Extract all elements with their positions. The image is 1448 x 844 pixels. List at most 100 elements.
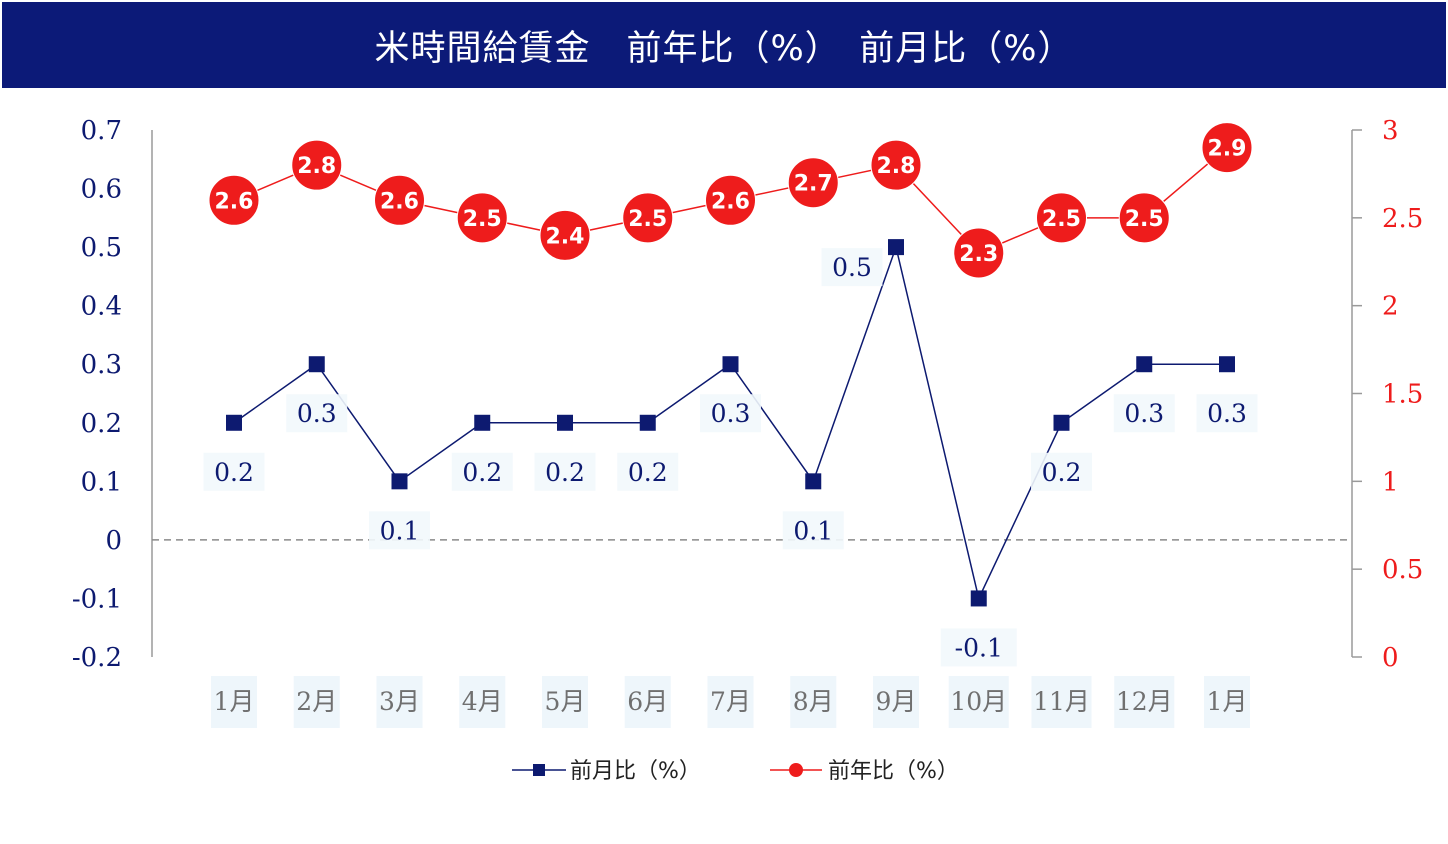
left-axis-tick-label: -0.1 bbox=[72, 584, 122, 614]
data-label-mom: 0.2 bbox=[1042, 458, 1082, 487]
data-label-yoy: 2.6 bbox=[215, 189, 254, 214]
data-label-yoy: 2.8 bbox=[297, 154, 336, 179]
data-point-mom bbox=[888, 239, 904, 256]
data-label-mom: 0.2 bbox=[545, 458, 585, 487]
data-label-mom: 0.2 bbox=[628, 458, 668, 487]
left-axis-tick-label: 0.6 bbox=[81, 175, 122, 205]
data-point-yoy bbox=[539, 209, 591, 261]
data-label-yoy: 2.6 bbox=[380, 189, 419, 214]
data-label-bg-mom bbox=[940, 628, 1017, 667]
data-point-yoy bbox=[953, 227, 1005, 279]
data-label-yoy: 2.5 bbox=[1125, 207, 1164, 232]
legend-marker-yoy bbox=[789, 763, 803, 777]
category-label-bg bbox=[948, 676, 1009, 728]
data-point-mom bbox=[1053, 414, 1070, 431]
data-point-yoy bbox=[456, 192, 508, 244]
category-label: 4月 bbox=[462, 687, 503, 716]
data-label-bg-mom bbox=[203, 452, 265, 491]
chart-legend: 前月比（%） 前年比（%） bbox=[512, 759, 959, 784]
data-label-yoy: 2.8 bbox=[877, 154, 916, 179]
category-label: 11月 bbox=[1033, 687, 1090, 716]
data-point-yoy bbox=[208, 174, 260, 226]
data-point-yoy bbox=[705, 174, 756, 226]
data-point-mom bbox=[391, 473, 408, 490]
data-label-bg-mom bbox=[617, 452, 679, 491]
data-label-yoy: 2.7 bbox=[794, 172, 833, 197]
right-axis-tick-label: 2.5 bbox=[1382, 204, 1423, 234]
chart-title: 米時間給賃金 前年比（%） 前月比（%） bbox=[374, 28, 1074, 69]
data-label-yoy: 2.9 bbox=[1208, 137, 1247, 162]
data-point-yoy bbox=[1201, 122, 1253, 174]
data-label-mom: 0.2 bbox=[462, 458, 502, 487]
data-point-mom bbox=[805, 473, 822, 490]
data-label-bg-mom bbox=[1113, 394, 1175, 433]
category-label-bg bbox=[542, 676, 588, 728]
left-axis-tick-label: 0 bbox=[105, 526, 122, 556]
data-label-yoy: 2.5 bbox=[1042, 207, 1081, 232]
data-label-yoy: 2.5 bbox=[628, 207, 667, 232]
data-point-yoy bbox=[374, 174, 425, 226]
data-label-mom: 0.3 bbox=[297, 399, 337, 428]
data-label-bg-mom bbox=[700, 394, 761, 433]
data-label-yoy: 2.5 bbox=[463, 207, 502, 232]
category-label: 10月 bbox=[950, 687, 1007, 716]
data-point-mom bbox=[1136, 356, 1153, 373]
chart-data-labels: 0.2 0.3 0.1 0.2 0.2 0.2 0.3 0.1 0.5 -0.1 0.2 0.3 0.3… bbox=[203, 137, 1258, 667]
right-axis-tick-label: 1 bbox=[1382, 467, 1399, 497]
category-label-bg bbox=[293, 676, 340, 728]
data-point-mom bbox=[557, 414, 573, 431]
legend-marker-mom bbox=[533, 764, 545, 776]
category-label: 1月 bbox=[214, 687, 255, 716]
legend-label-yoy: 前年比（%） bbox=[828, 759, 959, 784]
legend-label-mom: 前月比（%） bbox=[570, 759, 701, 784]
data-point-yoy bbox=[622, 192, 674, 244]
left-axis-tick-label: 0.7 bbox=[81, 116, 122, 146]
right-axis-tick-label: 3 bbox=[1382, 116, 1399, 146]
data-label-mom: 0.3 bbox=[1124, 399, 1164, 428]
right-axis-tick-label: 0 bbox=[1382, 643, 1399, 673]
category-label: 2月 bbox=[296, 687, 337, 716]
category-label-bg bbox=[459, 676, 506, 728]
data-label-mom: -0.1 bbox=[955, 633, 1003, 662]
category-label: 8月 bbox=[793, 687, 834, 716]
chart-title-bar: 米時間給賃金 前年比（%） 前月比（%） bbox=[2, 2, 1446, 88]
category-label: 7月 bbox=[710, 687, 751, 716]
data-label-bg-mom bbox=[821, 248, 883, 287]
category-label: 1月 bbox=[1207, 687, 1248, 716]
right-axis-tick-label: 2 bbox=[1382, 292, 1399, 322]
category-label: 6月 bbox=[627, 687, 668, 716]
data-point-yoy bbox=[870, 139, 922, 191]
data-label-mom: 0.1 bbox=[380, 516, 420, 545]
category-label-bg bbox=[624, 676, 671, 728]
left-axis-tick-label: 0.1 bbox=[81, 467, 122, 497]
data-point-mom bbox=[970, 590, 987, 607]
left-axis-tick-label: 0.5 bbox=[81, 233, 122, 263]
category-label-bg bbox=[873, 676, 919, 728]
category-label-bg bbox=[376, 676, 423, 728]
data-label-mom: 0.2 bbox=[214, 458, 254, 487]
data-point-yoy bbox=[787, 157, 839, 209]
category-label: 9月 bbox=[876, 687, 917, 716]
data-point-mom bbox=[722, 356, 739, 373]
data-label-bg-mom bbox=[534, 452, 596, 491]
data-point-mom bbox=[474, 414, 491, 431]
data-label-mom: 0.5 bbox=[832, 253, 872, 282]
data-point-yoy bbox=[1118, 192, 1170, 244]
data-label-mom: 0.3 bbox=[1207, 399, 1247, 428]
data-label-yoy: 2.4 bbox=[546, 224, 585, 249]
category-label-bg bbox=[1204, 676, 1250, 728]
category-label-bg bbox=[1114, 676, 1175, 728]
chart-axes: 0.70.60.50.40.30.20.10-0.1-0.232.521.510… bbox=[72, 116, 1423, 728]
left-axis-tick-label: 0.3 bbox=[81, 350, 122, 380]
data-label-bg-mom bbox=[369, 511, 430, 550]
data-point-yoy bbox=[1036, 192, 1087, 244]
category-label-bg bbox=[211, 676, 257, 728]
left-axis-tick-label: 0.4 bbox=[81, 292, 122, 322]
category-label-bg bbox=[707, 676, 754, 728]
left-axis-tick-label: -0.2 bbox=[72, 643, 122, 673]
data-label-bg-mom bbox=[451, 452, 513, 491]
data-label-mom: 0.1 bbox=[793, 516, 833, 545]
data-label-yoy: 2.3 bbox=[959, 242, 998, 267]
data-label-bg-mom bbox=[286, 394, 348, 433]
